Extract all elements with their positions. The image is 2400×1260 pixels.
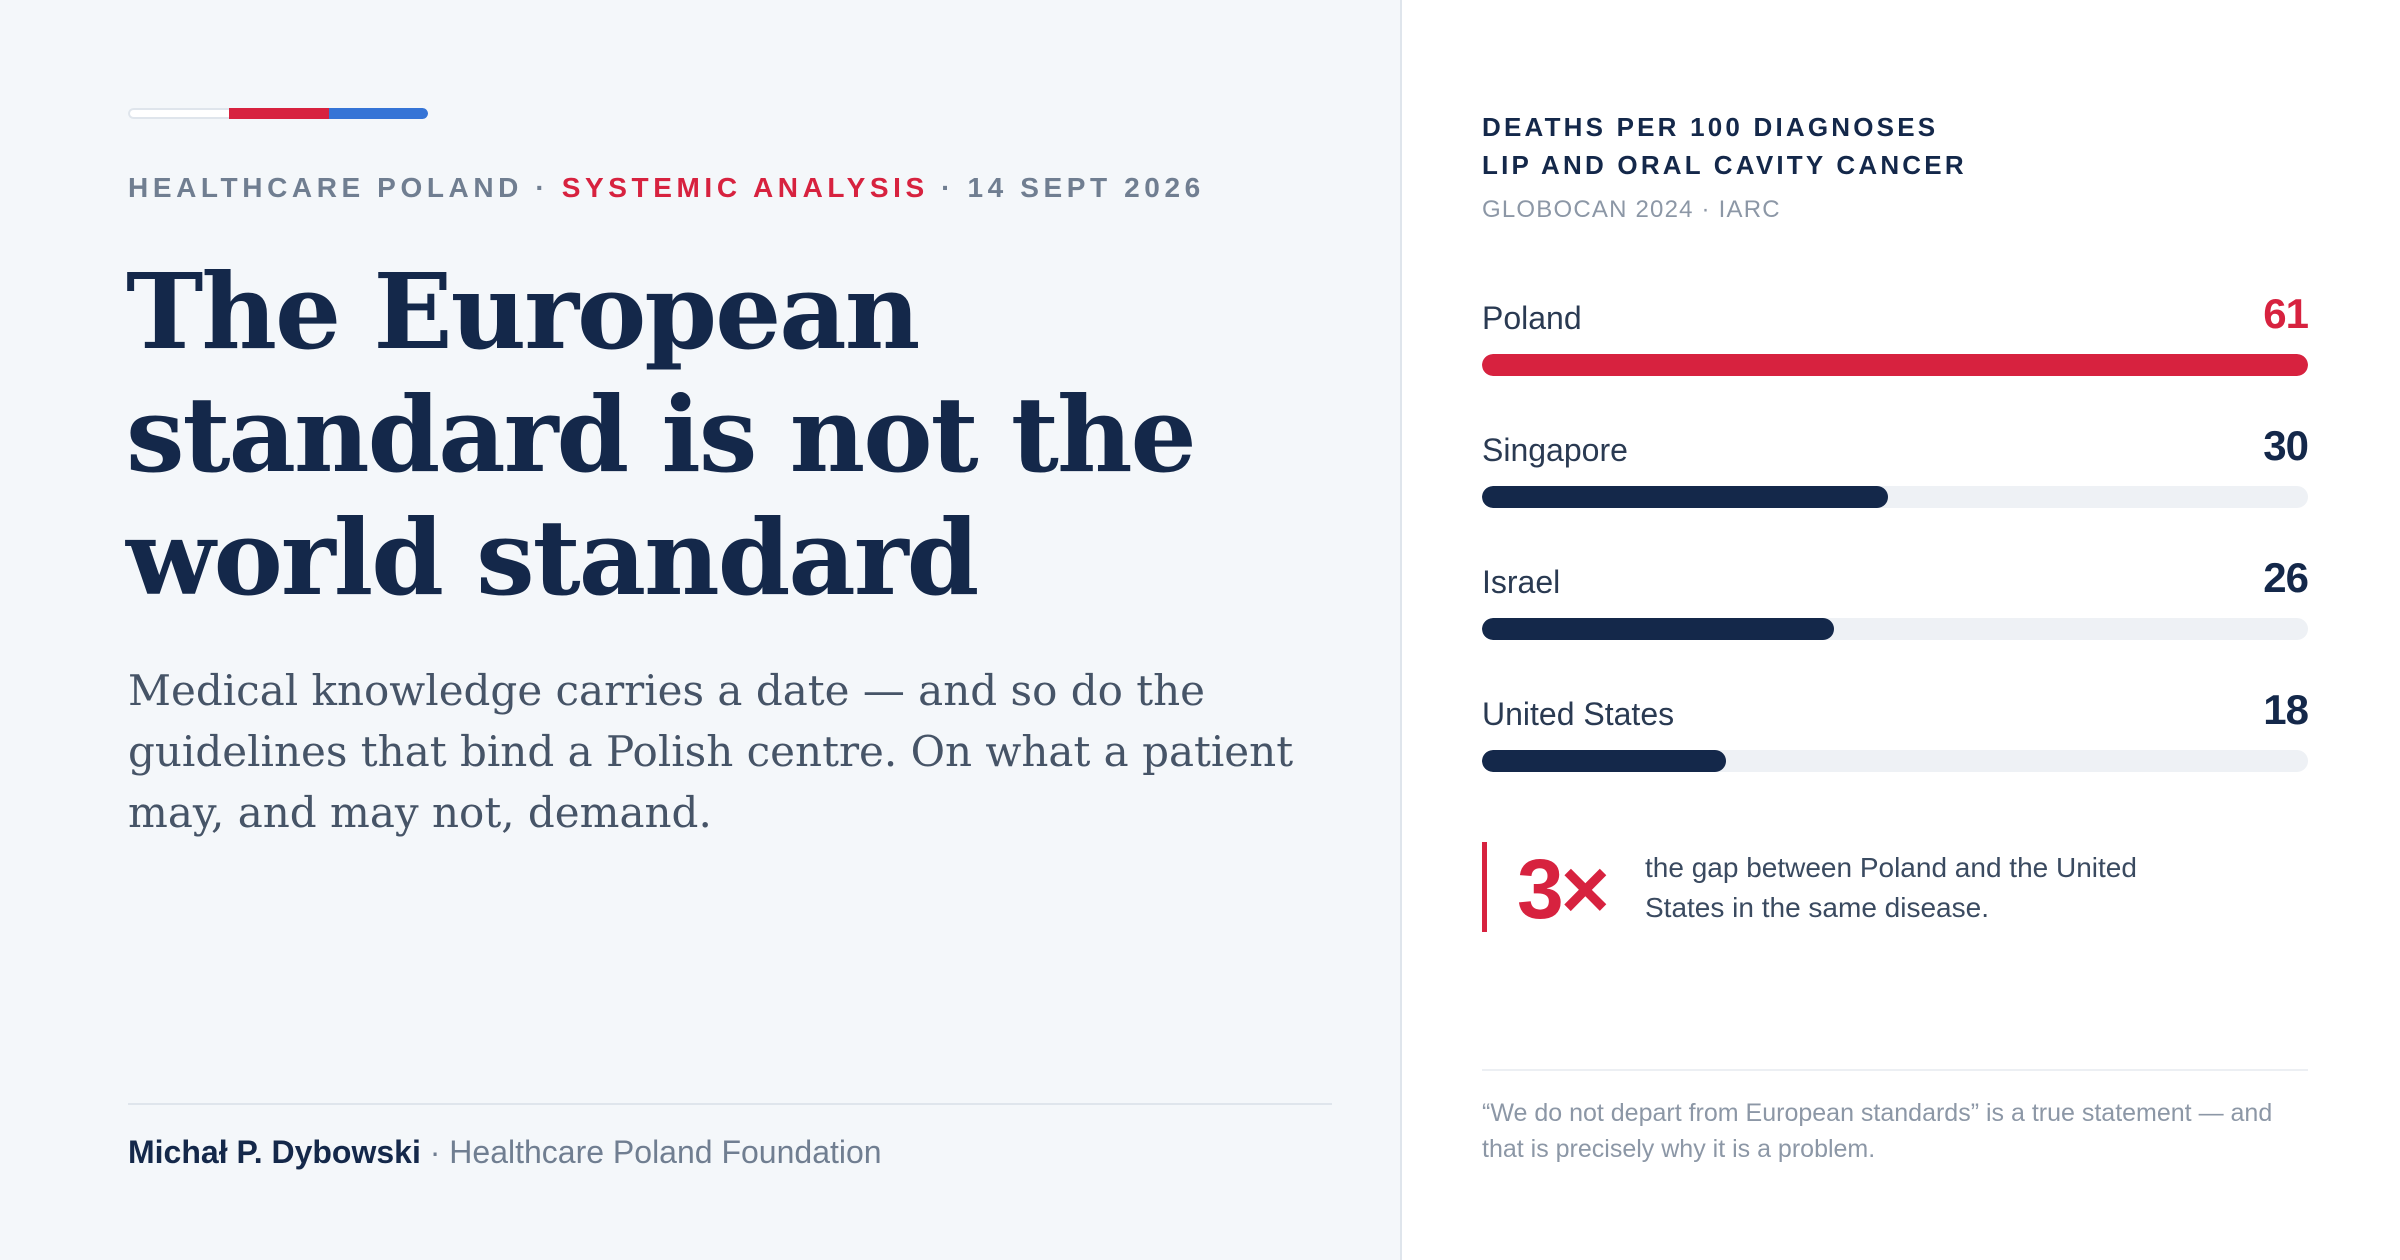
chart-source: GLOBOCAN 2024 · IARC bbox=[1482, 196, 1781, 223]
bar-value-label: 26 bbox=[2263, 554, 2309, 601]
quote-divider bbox=[1482, 1069, 2308, 1071]
kicker: HEALTHCARE POLAND · SYSTEMIC ANALYSIS · … bbox=[128, 172, 1205, 203]
callout-text: the gap between Poland and the United St… bbox=[1645, 852, 2137, 923]
bar-track bbox=[1482, 354, 2308, 376]
bar-value-label: 61 bbox=[2263, 290, 2309, 337]
bar-label: Singapore bbox=[1482, 432, 1628, 468]
headline: The European standard is not the world s… bbox=[126, 250, 1197, 619]
bar bbox=[1482, 750, 1726, 772]
dek: Medical knowledge carries a date — and s… bbox=[128, 666, 1294, 837]
tricolor-accent-rule bbox=[128, 108, 428, 119]
kicker-section: SYSTEMIC ANALYSIS bbox=[561, 172, 929, 203]
chart-title: DEATHS PER 100 DIAGNOSES LIP AND ORAL CA… bbox=[1482, 108, 1967, 184]
callout-figure: 3× bbox=[1517, 842, 1610, 936]
bar bbox=[1482, 618, 1834, 640]
bar-label: United States bbox=[1482, 696, 1675, 732]
bar-track bbox=[1482, 750, 2308, 772]
bar-row: Poland 61 bbox=[1482, 290, 2309, 400]
chart-title-line-2: LIP AND ORAL CAVITY CANCER bbox=[1482, 150, 1967, 180]
bar bbox=[1482, 486, 1888, 508]
kicker-date: 14 SEPT 2026 bbox=[967, 172, 1205, 203]
bar-label: Poland bbox=[1482, 300, 1582, 336]
bar-value-label: 18 bbox=[2263, 686, 2309, 733]
bar-value-label: 30 bbox=[2263, 422, 2309, 469]
article-panel: HEALTHCARE POLAND · SYSTEMIC ANALYSIS · … bbox=[0, 0, 1402, 1260]
author-organization: · Healthcare Poland Foundation bbox=[420, 1134, 882, 1170]
bar bbox=[1482, 354, 2308, 376]
callout: 3× the gap between Poland and the United… bbox=[1482, 842, 2308, 936]
bar-row: Israel 26 bbox=[1482, 554, 2309, 664]
chart-title-line-1: DEATHS PER 100 DIAGNOSES bbox=[1482, 112, 1939, 142]
callout-accent-bar bbox=[1482, 842, 1487, 932]
byline: Michał P. Dybowski · Healthcare Poland F… bbox=[128, 1134, 882, 1171]
kicker-brand: HEALTHCARE POLAND bbox=[128, 172, 524, 203]
byline-divider bbox=[128, 1103, 1332, 1105]
bar-row: Singapore 30 bbox=[1482, 422, 2309, 532]
author-name: Michał P. Dybowski bbox=[128, 1134, 421, 1170]
bar-track bbox=[1482, 486, 2308, 508]
bar-track bbox=[1482, 618, 2308, 640]
pull-quote: “We do not depart from European standard… bbox=[1482, 1099, 2273, 1163]
bar-label: Israel bbox=[1482, 564, 1561, 600]
bar-row: United States 18 bbox=[1482, 686, 2309, 796]
